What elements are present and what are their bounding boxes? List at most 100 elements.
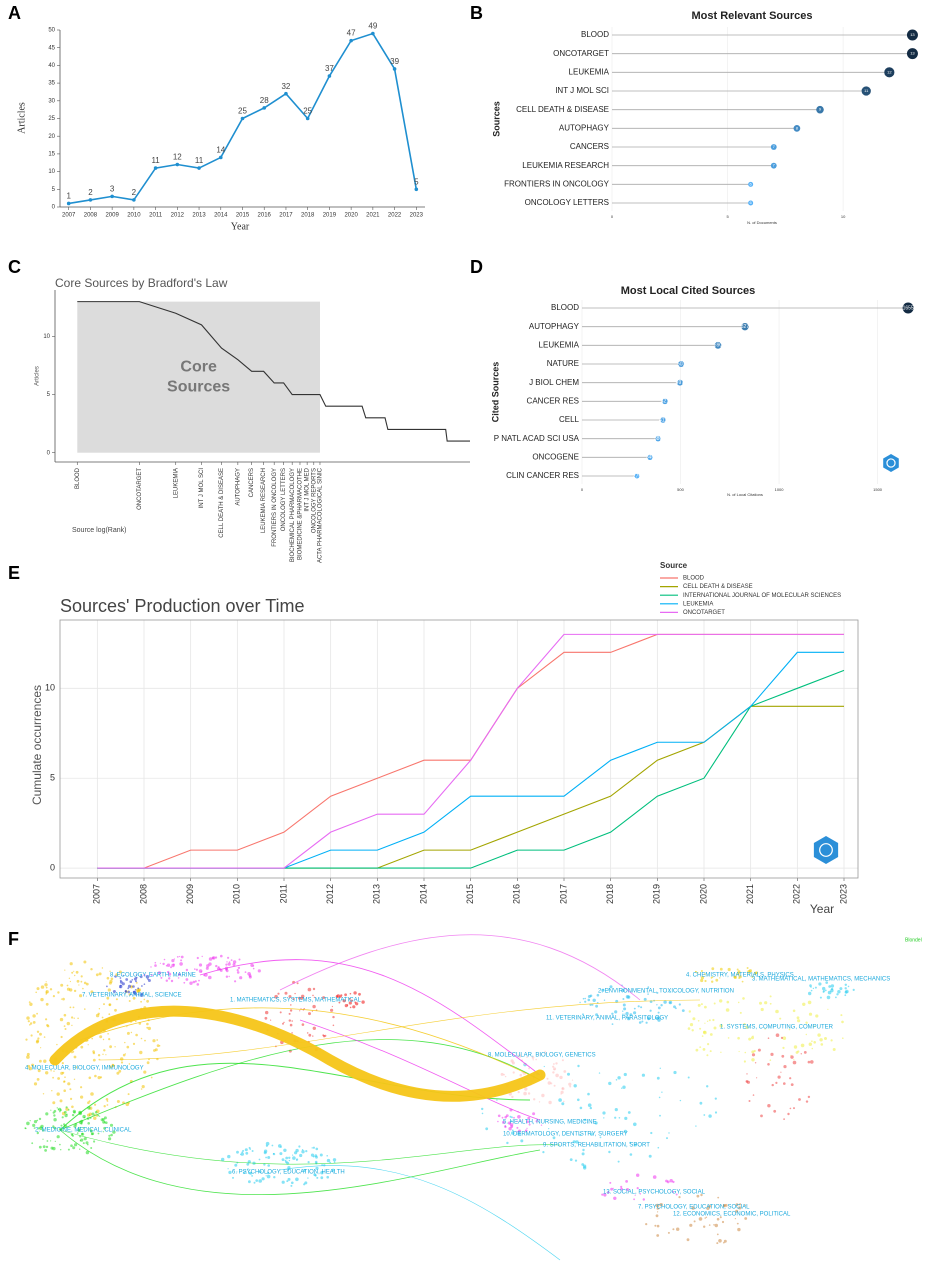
map-dot: [338, 1001, 341, 1004]
map-dot: [757, 1048, 761, 1052]
map-dot: [106, 976, 110, 980]
dot: [906, 48, 918, 60]
map-dot: [126, 1045, 130, 1049]
map-dot: [692, 1017, 696, 1021]
map-dot: [59, 1017, 64, 1022]
map-dot: [705, 1216, 708, 1219]
map-dot: [75, 970, 79, 974]
map-dot: [248, 1180, 251, 1184]
map-dot: [110, 977, 114, 981]
map-dot: [497, 1114, 501, 1118]
map-dot: [171, 963, 175, 968]
map-dot: [573, 1084, 577, 1088]
map-dot: [109, 979, 113, 984]
map-dot: [524, 1087, 528, 1091]
map-dot: [64, 1028, 67, 1030]
map-dot: [298, 996, 301, 1000]
map-dot: [595, 1013, 599, 1017]
map-dot: [234, 980, 237, 983]
map-dot: [217, 966, 220, 969]
map-dot: [165, 964, 168, 967]
map-dot: [131, 979, 134, 981]
map-dot: [302, 1169, 306, 1172]
legend-label: BLOOD: [683, 576, 705, 582]
x-tick-label: 2023: [838, 884, 848, 904]
map-dot: [608, 1081, 612, 1086]
category-label: INT J MOL SCI: [555, 86, 609, 95]
y-tick-label: 30: [48, 98, 55, 104]
map-dot: [99, 1076, 103, 1079]
map-dot: [744, 1217, 748, 1220]
series-line: [97, 633, 844, 869]
map-dot: [323, 1164, 326, 1167]
map-dot: [271, 1144, 274, 1147]
map-dot: [245, 1151, 249, 1155]
map-dot: [137, 987, 140, 990]
map-dot: [734, 1218, 737, 1220]
map-dot: [72, 1006, 75, 1009]
field-label: 6. PSYCHOLOGY, EDUCATION, HEALTH: [232, 1170, 345, 1176]
map-dot: [285, 1156, 289, 1160]
map-dot: [226, 961, 228, 963]
map-dot: [255, 1179, 258, 1182]
map-dot: [496, 1099, 498, 1101]
map-dot: [702, 1048, 706, 1051]
map-dot: [623, 1072, 627, 1077]
map-dot: [618, 1117, 621, 1119]
map-dot: [251, 1150, 254, 1152]
map-dot: [82, 1127, 85, 1129]
map-dot: [87, 1113, 91, 1117]
map-dot: [807, 1000, 812, 1005]
map-dot: [659, 1203, 663, 1207]
map-dot: [156, 1044, 160, 1047]
map-dot: [756, 1077, 758, 1079]
map-dot: [150, 966, 152, 968]
map-dot: [629, 1153, 633, 1156]
map-dot: [228, 975, 230, 978]
map-dot: [90, 968, 93, 971]
map-dot: [83, 960, 87, 964]
map-dot: [528, 1067, 531, 1070]
map-dot: [844, 990, 848, 994]
dot: [662, 398, 668, 405]
map-dot: [520, 1139, 524, 1143]
map-dot: [735, 1203, 739, 1207]
map-dot: [512, 1071, 515, 1074]
dot: [714, 341, 722, 349]
map-dot: [97, 1054, 101, 1057]
map-dot: [707, 1043, 710, 1046]
map-dot: [751, 975, 754, 978]
map-dot: [591, 1003, 594, 1006]
map-dot: [39, 1032, 42, 1036]
map-dot: [824, 1037, 827, 1040]
map-dot: [508, 1092, 512, 1096]
map-dot: [654, 1224, 657, 1227]
map-dot: [315, 1166, 319, 1170]
map-dot: [97, 1132, 100, 1135]
map-dot: [179, 955, 181, 958]
map-dot: [147, 979, 151, 982]
map-dot: [542, 1151, 545, 1154]
map-dot: [135, 974, 137, 976]
data-label: 421: [661, 399, 670, 405]
map-dot: [333, 1161, 336, 1163]
map-dot: [106, 985, 108, 988]
map-dot: [73, 1111, 76, 1114]
map-dot: [501, 1116, 504, 1119]
map-dot: [710, 977, 713, 979]
map-dot: [53, 1126, 56, 1130]
map-dot: [346, 1004, 349, 1006]
map-dot: [719, 1216, 722, 1219]
map-dot: [326, 1155, 329, 1157]
map-dot: [808, 1012, 813, 1016]
map-dot: [587, 998, 591, 1002]
map-dot: [227, 956, 230, 959]
citation-link: [99, 999, 701, 1061]
x-tick-label: 2020: [698, 884, 708, 904]
map-dot: [53, 1114, 56, 1117]
map-dot: [738, 1050, 740, 1053]
map-dot: [178, 973, 181, 976]
x-tick-label: 2014: [214, 213, 228, 219]
map-dot: [714, 1097, 717, 1100]
map-dot: [789, 1107, 792, 1110]
